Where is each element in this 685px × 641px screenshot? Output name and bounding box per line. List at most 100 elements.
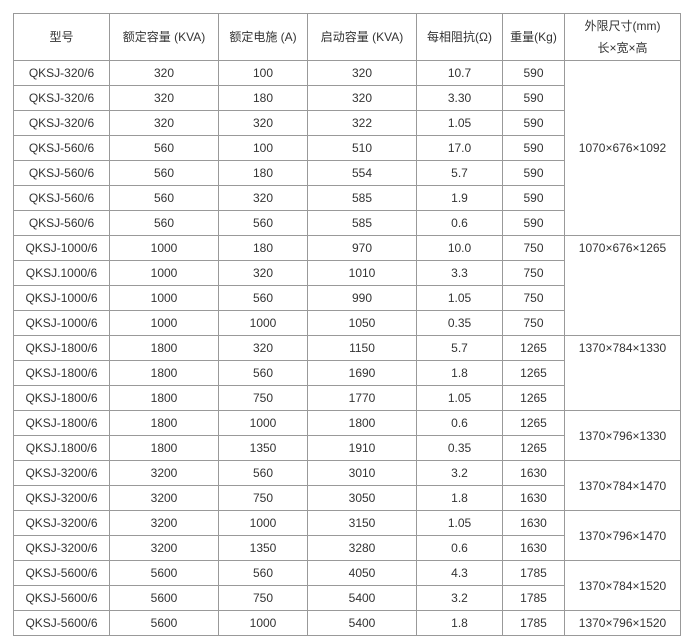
table-row: QKSJ-320/6 320 320 322 1.05 590	[13, 110, 681, 136]
cell-rated-capacity: 560	[109, 185, 219, 211]
table-row: QKSJ-5600/6 5600 560 4050 4.3 1785 1370×784×15…	[13, 560, 681, 611]
header-dimensions-line2: 长×宽×高	[597, 41, 648, 55]
cell-model: QKSJ-3200/6	[13, 485, 110, 511]
cell-impedance: 0.6	[416, 410, 503, 436]
cell-model: QKSJ-1000/6	[13, 285, 110, 311]
cell-rated-capacity: 5600	[109, 560, 219, 586]
cell-rated-capacity: 320	[109, 110, 219, 136]
cell-rated-capacity: 3200	[109, 485, 219, 511]
table-row: QKSJ-3200/6 3200 750 3050 1.8 1630	[13, 485, 681, 511]
cell-rated-current: 320	[218, 335, 308, 361]
cell-dimensions: 1370×796×1330	[564, 410, 681, 461]
cell-dimensions: 1070×676×1265	[564, 235, 681, 336]
cell-dimensions: 1070×676×1092	[564, 60, 681, 236]
cell-weight: 1265	[502, 335, 565, 361]
cell-impedance: 0.35	[416, 310, 503, 336]
cell-weight: 1630	[502, 460, 565, 486]
cell-weight: 1630	[502, 510, 565, 536]
cell-weight: 1265	[502, 435, 565, 461]
cell-weight: 1630	[502, 485, 565, 511]
cell-model: QKSJ-560/6	[13, 135, 110, 161]
table-row: QKSJ-3200/6 3200 560 3010 3.2 1630 1370×784×14…	[13, 460, 681, 511]
cell-start-capacity: 322	[307, 110, 417, 136]
cell-model: QKSJ-3200/6	[13, 510, 110, 536]
cell-start-capacity: 3280	[307, 535, 417, 561]
cell-rated-capacity: 1000	[109, 310, 219, 336]
cell-weight: 1785	[502, 560, 565, 586]
table-row: QKSJ-5600/6 5600 1000 5400 1.8 1785 1370×796×1…	[13, 610, 681, 636]
cell-rated-capacity: 3200	[109, 460, 219, 486]
cell-impedance: 1.9	[416, 185, 503, 211]
cell-rated-current: 750	[218, 385, 308, 411]
cell-rated-current: 100	[218, 135, 308, 161]
cell-rated-current: 1350	[218, 435, 308, 461]
cell-rated-current: 750	[218, 485, 308, 511]
cell-model: QKSJ-1800/6	[13, 410, 110, 436]
cell-weight: 590	[502, 160, 565, 186]
cell-impedance: 1.05	[416, 510, 503, 536]
cell-model: QKSJ-3200/6	[13, 535, 110, 561]
cell-rated-capacity: 320	[109, 85, 219, 111]
cell-model: QKSJ-560/6	[13, 185, 110, 211]
cell-impedance: 3.2	[416, 460, 503, 486]
cell-dimensions: 1370×784×1330	[564, 335, 681, 411]
cell-rated-capacity: 1800	[109, 385, 219, 411]
cell-start-capacity: 320	[307, 85, 417, 111]
header-rated-current: 额定电施 (A)	[218, 13, 308, 61]
cell-start-capacity: 510	[307, 135, 417, 161]
table-row: QKSJ-560/6 560 320 585 1.9 590	[13, 185, 681, 211]
cell-impedance: 0.6	[416, 535, 503, 561]
cell-rated-current: 1350	[218, 535, 308, 561]
cell-model: QKSJ-3200/6	[13, 460, 110, 486]
cell-impedance: 10.7	[416, 60, 503, 86]
cell-dimensions: 1370×796×1520	[564, 610, 681, 636]
cell-model: QKSJ-1000/6	[13, 310, 110, 336]
cell-start-capacity: 5400	[307, 610, 417, 636]
table-row: QKSJ-320/6 320 100 320 10.7 590 1070×676×1092	[13, 60, 681, 236]
cell-start-capacity: 3150	[307, 510, 417, 536]
cell-start-capacity: 1690	[307, 360, 417, 386]
cell-weight: 1785	[502, 610, 565, 636]
cell-rated-current: 320	[218, 185, 308, 211]
cell-impedance: 5.7	[416, 160, 503, 186]
cell-dimensions: 1370×784×1520	[564, 560, 681, 611]
cell-rated-current: 560	[218, 210, 308, 236]
cell-impedance: 1.8	[416, 610, 503, 636]
cell-weight: 750	[502, 260, 565, 286]
cell-rated-capacity: 560	[109, 210, 219, 236]
cell-start-capacity: 1150	[307, 335, 417, 361]
cell-impedance: 1.8	[416, 360, 503, 386]
cell-rated-current: 560	[218, 460, 308, 486]
cell-rated-current: 180	[218, 160, 308, 186]
cell-impedance: 0.6	[416, 210, 503, 236]
table-row: QKSJ-1800/6 1800 750 1770 1.05 1265	[13, 385, 681, 411]
cell-impedance: 3.2	[416, 585, 503, 611]
cell-rated-capacity: 1000	[109, 285, 219, 311]
cell-rated-capacity: 1800	[109, 410, 219, 436]
cell-model: QKSJ-320/6	[13, 60, 110, 86]
cell-weight: 590	[502, 110, 565, 136]
cell-rated-current: 1000	[218, 310, 308, 336]
cell-start-capacity: 970	[307, 235, 417, 261]
table-row: QKSJ-5600/6 5600 750 5400 3.2 1785	[13, 585, 681, 611]
cell-start-capacity: 585	[307, 185, 417, 211]
cell-impedance: 1.05	[416, 110, 503, 136]
cell-impedance: 3.30	[416, 85, 503, 111]
cell-weight: 1265	[502, 385, 565, 411]
cell-impedance: 4.3	[416, 560, 503, 586]
cell-model: QKSJ-1000/6	[13, 235, 110, 261]
cell-model: QKSJ-320/6	[13, 110, 110, 136]
cell-dimensions: 1370×796×1470	[564, 510, 681, 561]
spec-table: 型号 额定容量 (KVA) 额定电施 (A) 启动容量 (KVA) 每相阻抗(Ω…	[13, 13, 681, 636]
cell-weight: 590	[502, 60, 565, 86]
cell-start-capacity: 1010	[307, 260, 417, 286]
cell-start-capacity: 990	[307, 285, 417, 311]
cell-weight: 590	[502, 185, 565, 211]
cell-weight: 590	[502, 135, 565, 161]
cell-weight: 750	[502, 310, 565, 336]
cell-rated-current: 1000	[218, 410, 308, 436]
header-dimensions: 外限尺寸(mm) 长×宽×高	[564, 13, 681, 61]
cell-impedance: 3.3	[416, 260, 503, 286]
cell-weight: 1265	[502, 410, 565, 436]
cell-start-capacity: 4050	[307, 560, 417, 586]
